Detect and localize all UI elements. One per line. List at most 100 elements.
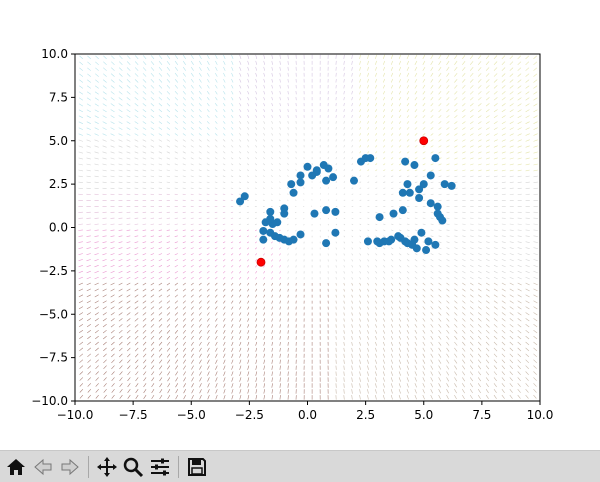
vector-field-arrows xyxy=(75,54,234,136)
y-tick-label: −10.0 xyxy=(31,394,68,408)
data-point xyxy=(312,167,321,176)
data-point xyxy=(280,209,289,218)
data-point xyxy=(405,188,414,197)
data-point xyxy=(422,246,431,255)
y-tick-label: −7.5 xyxy=(39,351,68,365)
back-arrow-icon xyxy=(34,458,52,476)
data-point xyxy=(322,206,331,215)
vector-field-arrows xyxy=(75,282,329,401)
data-point xyxy=(310,209,319,218)
data-point xyxy=(398,188,407,197)
y-tick-label: 7.5 xyxy=(49,90,68,104)
data-point xyxy=(433,202,442,211)
toolbar-separator xyxy=(88,456,89,478)
data-point xyxy=(296,178,305,187)
data-point xyxy=(289,188,298,197)
data-point xyxy=(384,237,393,246)
x-tick-label: −10.0 xyxy=(57,408,94,422)
data-point xyxy=(236,197,245,206)
data-point xyxy=(322,239,331,248)
zoom-icon xyxy=(123,457,144,478)
data-point xyxy=(303,162,312,171)
data-point xyxy=(259,226,268,235)
x-tick-label: 10.0 xyxy=(527,408,554,422)
x-tick-label: −5.0 xyxy=(177,408,206,422)
data-point xyxy=(431,154,440,163)
data-point xyxy=(408,240,417,249)
series-red xyxy=(256,136,429,267)
vector-field xyxy=(75,54,538,401)
vector-field-arrows xyxy=(75,229,281,280)
zoom-button[interactable] xyxy=(121,455,145,479)
data-point xyxy=(389,209,398,218)
configure-subplots-button[interactable] xyxy=(148,455,172,479)
data-point xyxy=(447,181,456,190)
data-point xyxy=(426,199,435,208)
data-point xyxy=(366,154,375,163)
data-point xyxy=(266,214,275,223)
x-tick-label: 7.5 xyxy=(472,408,491,422)
pan-icon xyxy=(97,457,117,477)
data-point xyxy=(296,171,305,180)
vector-field-arrows xyxy=(239,54,353,118)
x-tick-label: −2.5 xyxy=(235,408,264,422)
data-point xyxy=(322,176,331,185)
data-point xyxy=(431,240,440,249)
data-point xyxy=(331,207,340,216)
data-point xyxy=(375,239,384,248)
data-point xyxy=(289,235,298,244)
data-point xyxy=(401,157,410,166)
data-point xyxy=(401,237,410,246)
toolbar-separator xyxy=(178,456,179,478)
x-tick-label: 5.0 xyxy=(414,408,433,422)
data-point xyxy=(259,235,268,244)
pan-button[interactable] xyxy=(95,455,119,479)
data-point xyxy=(363,237,372,246)
save-button[interactable] xyxy=(185,455,209,479)
data-point xyxy=(426,171,435,180)
data-point xyxy=(296,230,305,239)
forward-arrow-icon xyxy=(61,458,79,476)
data-point xyxy=(375,213,384,222)
data-point xyxy=(240,192,249,201)
series-blue xyxy=(236,154,456,255)
data-point xyxy=(424,237,433,246)
data-point xyxy=(419,180,428,189)
y-tick-label: −5.0 xyxy=(39,307,68,321)
data-point xyxy=(266,207,275,216)
configure-subplots-icon xyxy=(151,458,169,476)
data-point xyxy=(417,228,426,237)
axis-ticks: −10.0 −7.5 −5.0 −2.5 0.0 2.5 5.0 7.5 10.0 −10.0 −7… xyxy=(31,47,553,422)
highlight-point xyxy=(419,136,429,146)
data-point xyxy=(403,180,412,189)
x-tick-label: 0.0 xyxy=(298,408,317,422)
forward-button[interactable] xyxy=(58,455,82,479)
save-icon xyxy=(188,458,206,476)
data-point xyxy=(287,180,296,189)
y-tick-label: 10.0 xyxy=(41,47,68,61)
data-point xyxy=(440,180,449,189)
data-point xyxy=(324,164,333,173)
data-points xyxy=(236,136,456,267)
data-point xyxy=(329,173,338,182)
data-point xyxy=(398,206,407,215)
data-point xyxy=(415,185,424,194)
vector-field-arrows xyxy=(359,54,538,172)
y-tick-label: −2.5 xyxy=(39,264,68,278)
scatter-plot: −10.0 −7.5 −5.0 −2.5 0.0 2.5 5.0 7.5 10.0 −10.0 −7… xyxy=(31,47,553,422)
data-point xyxy=(331,228,340,237)
vector-field-arrows xyxy=(335,282,538,401)
data-point xyxy=(394,232,403,241)
data-point xyxy=(350,176,358,185)
home-icon xyxy=(7,459,25,475)
figure-canvas: −10.0 −7.5 −5.0 −2.5 0.0 2.5 5.0 7.5 10.0 −10.0 −7… xyxy=(31,47,554,422)
y-tick-label: 2.5 xyxy=(49,177,68,191)
data-point xyxy=(438,216,447,225)
data-point xyxy=(410,161,419,170)
highlight-point xyxy=(256,257,266,267)
y-tick-label: 0.0 xyxy=(49,221,68,235)
y-tick-label: 5.0 xyxy=(49,134,68,148)
x-tick-label: 2.5 xyxy=(356,408,375,422)
back-button[interactable] xyxy=(31,455,55,479)
home-button[interactable] xyxy=(4,455,28,479)
